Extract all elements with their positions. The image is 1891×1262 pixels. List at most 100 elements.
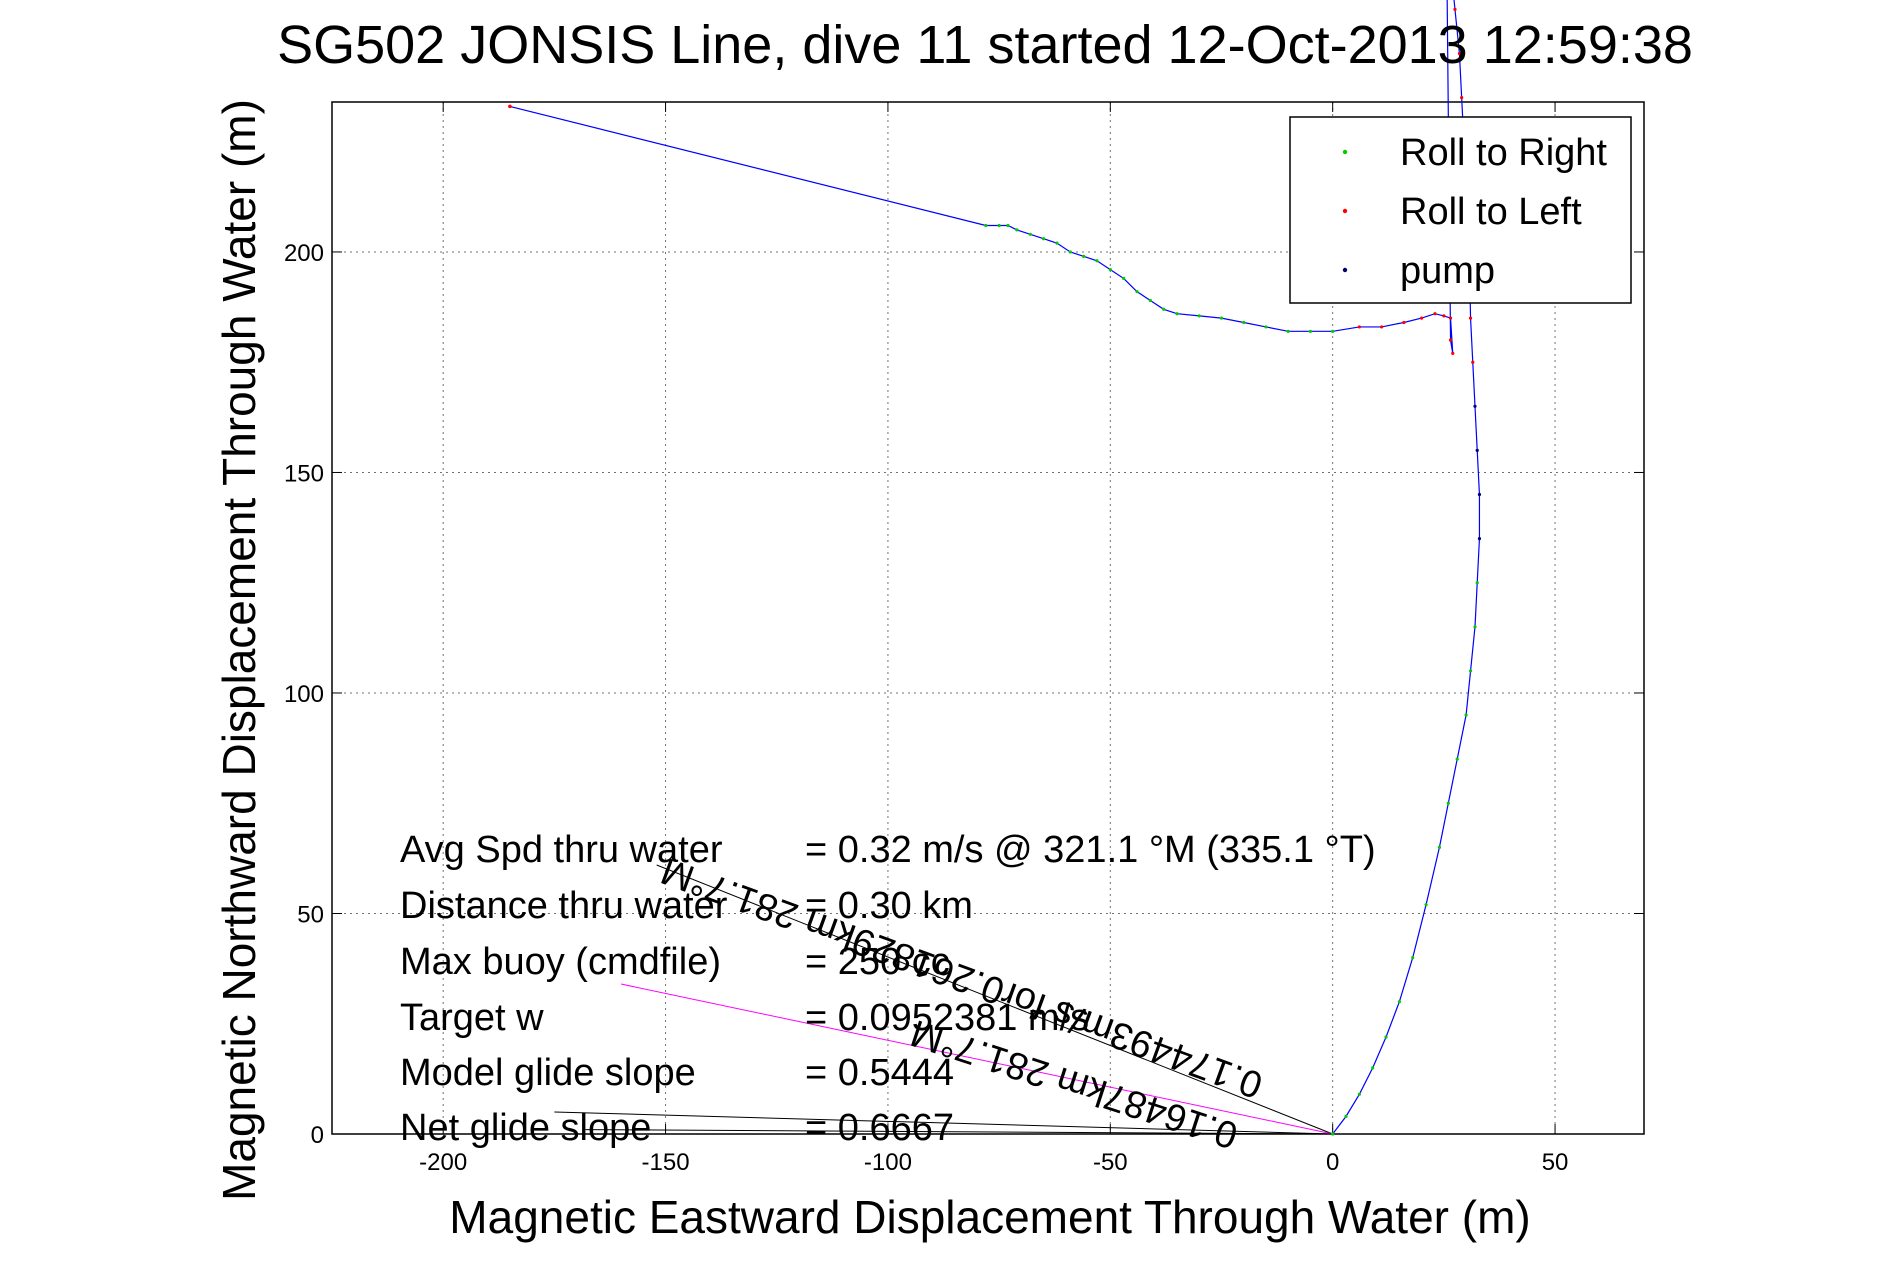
y-tick-label: 200 — [284, 240, 324, 267]
track-point — [1397, 1000, 1401, 1004]
track-point — [1108, 267, 1112, 272]
x-tick-label: -50 — [1093, 1149, 1128, 1176]
annotation-value: = 0.0952381 m/s — [805, 997, 1089, 1039]
y-tick-label: 50 — [297, 901, 324, 928]
track-point — [1357, 1092, 1361, 1096]
track-point — [1015, 228, 1019, 232]
track-point — [1219, 316, 1224, 320]
statistics-annotation: Avg Spd thru water = 0.32 m/s @ 321.1 °M… — [400, 829, 1376, 1149]
track-point — [508, 104, 512, 109]
vector-line-net — [554, 1111, 1333, 1135]
track-point — [984, 223, 988, 228]
legend-label-roll-left: Roll to Left — [1400, 191, 1582, 233]
annotation-label: Distance thru water — [400, 885, 728, 927]
track-point — [1242, 320, 1246, 325]
x-tick-label: -200 — [419, 1149, 467, 1176]
track-point — [1448, 338, 1453, 342]
annotation-label: Net glide slope — [400, 1107, 651, 1149]
y-tick-label: 150 — [284, 460, 324, 487]
track-point — [1095, 259, 1099, 263]
annotation-label: Max buoy (cmdfile) — [400, 941, 721, 983]
legend-marker-roll-left — [1342, 208, 1348, 214]
track-point — [1006, 223, 1010, 228]
x-tick-label: 50 — [1542, 1149, 1569, 1176]
track-point — [1331, 1132, 1335, 1136]
track-point — [1162, 307, 1166, 311]
track-line — [509, 0, 1481, 1135]
annotation-label: Target w — [400, 997, 544, 1039]
track-point — [1473, 625, 1477, 629]
x-tick-label: -150 — [642, 1149, 690, 1176]
track-point — [1402, 320, 1406, 325]
track-point — [1148, 298, 1152, 303]
vector-lines — [554, 864, 1333, 1135]
track-point — [1344, 1114, 1348, 1118]
track-point — [1331, 329, 1335, 333]
annotation-value: = 0.6667 — [805, 1107, 954, 1149]
track-layer — [508, 0, 1482, 1136]
track-point — [1473, 404, 1477, 408]
track-point — [1068, 250, 1072, 254]
y-tick-label: 0 — [311, 1122, 324, 1149]
track-point — [1453, 7, 1457, 11]
track-point — [1442, 314, 1446, 318]
track-point — [1468, 316, 1473, 320]
track-point — [1477, 537, 1482, 541]
track-point — [1411, 955, 1415, 960]
annotation-label: Model glide slope — [400, 1052, 696, 1094]
track-point — [1041, 237, 1046, 241]
vector-line-avg-speed — [656, 864, 1333, 1135]
track-point — [1451, 351, 1455, 355]
track-point — [1475, 448, 1479, 453]
annotation-value: = 0.32 m/s @ 321.1 °M (335.1 °T) — [805, 829, 1376, 871]
track-point — [1471, 360, 1475, 364]
track-point — [1464, 713, 1468, 717]
legend-marker-pump — [1342, 267, 1348, 273]
track-point — [1380, 325, 1384, 329]
annotation-value: = 0.30 km — [805, 885, 973, 927]
track-point — [997, 223, 1001, 228]
track-point — [1122, 276, 1126, 281]
annotation-label: Avg Spd thru water — [400, 829, 723, 871]
track-point — [1055, 241, 1059, 245]
x-axis-label: Magnetic Eastward Displacement Through W… — [449, 1191, 1530, 1243]
track-point — [1135, 290, 1139, 294]
legend-label-roll-right: Roll to Right — [1400, 132, 1607, 174]
y-axis-label: Magnetic Northward Displacement Through … — [213, 99, 265, 1201]
track-point — [1384, 1035, 1388, 1039]
legend: Roll to Right Roll to Left pump — [1289, 116, 1632, 304]
legend-marker-roll-right — [1342, 149, 1348, 155]
axis-ticks: -200 -150 -100 -50 0 50 0 50 100 150 200 — [284, 102, 1644, 1176]
track-point — [1371, 1066, 1375, 1070]
track-point — [1028, 232, 1032, 236]
track-point — [1468, 669, 1473, 673]
vector-line-model — [585, 1129, 1333, 1135]
chart-title: SG502 JONSIS Line, dive 11 started 12-Oc… — [277, 15, 1693, 75]
track-point — [1448, 316, 1453, 320]
track-point — [1308, 329, 1313, 333]
vector-line-magenta — [620, 983, 1333, 1135]
legend-label-pump: pump — [1400, 250, 1495, 292]
track-point — [1455, 757, 1459, 761]
track-point — [1264, 325, 1268, 329]
x-tick-label: 0 — [1326, 1149, 1339, 1176]
annotation-value: = 0.5444 — [805, 1052, 954, 1094]
track-point — [1197, 314, 1201, 318]
track-point — [1286, 329, 1290, 333]
track-point — [1420, 316, 1424, 320]
track-point — [1446, 801, 1450, 805]
track-point — [1477, 492, 1482, 497]
track-point — [1082, 254, 1086, 258]
track-point — [1357, 325, 1361, 329]
track-point — [1433, 312, 1437, 316]
track-point — [1457, 51, 1462, 56]
track-point — [1475, 581, 1479, 585]
track-point — [1424, 903, 1428, 907]
annotation-value: = 250 cc — [805, 941, 950, 983]
track-point — [1437, 845, 1442, 849]
x-tick-label: -100 — [864, 1149, 912, 1176]
track-point — [1175, 312, 1179, 316]
y-tick-label: 100 — [284, 681, 324, 708]
track-point — [1460, 95, 1464, 100]
